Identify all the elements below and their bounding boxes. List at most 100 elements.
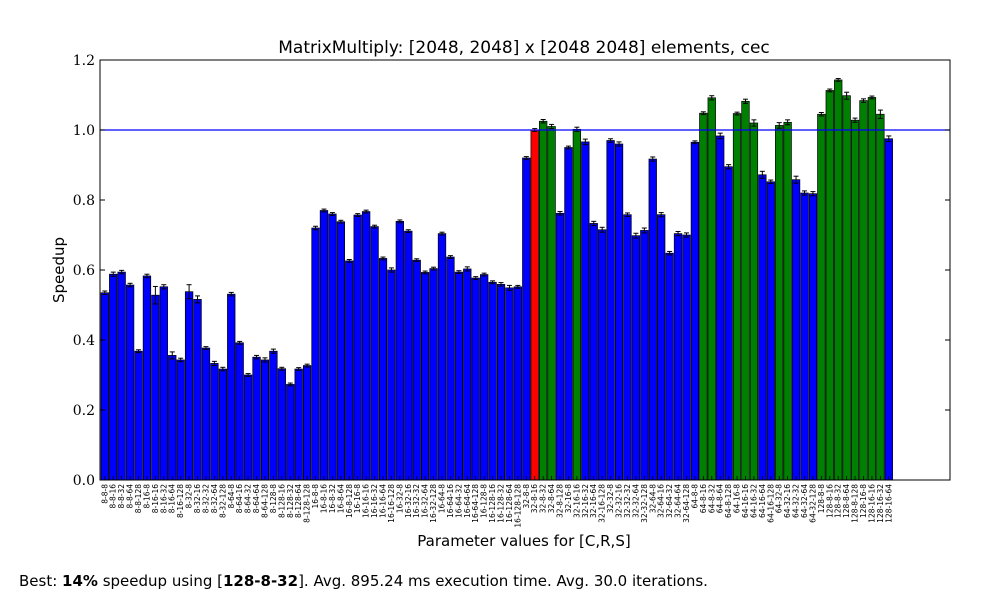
bar-32-32-32 xyxy=(623,214,632,481)
x-tick-label: 8-64-64 xyxy=(252,484,261,513)
bar-32-64-32 xyxy=(665,252,674,481)
bar-8-32-16 xyxy=(193,299,202,481)
x-tick-label: 32-32-32 xyxy=(623,484,632,518)
error-bar-8-32-8 xyxy=(186,284,192,300)
bar-64-8-128 xyxy=(724,166,733,481)
bar-32-32-64 xyxy=(631,235,641,481)
x-tick-label: 64-8-16 xyxy=(699,484,708,513)
x-tick-label: 8-8-8 xyxy=(100,484,109,504)
error-bar-8-16-128 xyxy=(178,357,184,363)
error-bar-128-8-32 xyxy=(835,78,841,82)
x-tick-label: 16-16-128 xyxy=(387,484,396,523)
x-tick-label: 8-16-32 xyxy=(159,484,168,513)
error-bar-32-16-16 xyxy=(574,126,580,132)
error-bar-8-16-64 xyxy=(169,351,175,360)
bar-32-64-16 xyxy=(657,214,666,481)
error-bar-64-32-16 xyxy=(785,119,791,126)
x-tick-label: 16-16-32 xyxy=(370,484,379,518)
x-tick-label: 8-32-64 xyxy=(210,484,219,513)
error-bar-16-16-32 xyxy=(372,224,378,229)
bar-32-64-128 xyxy=(682,234,691,481)
x-tick-label: 16-128-8 xyxy=(480,484,489,518)
error-bar-16-8-128 xyxy=(346,259,352,263)
bar-8-64-16 xyxy=(235,342,244,481)
bar-32-16-32 xyxy=(581,141,590,481)
x-tick-label: 8-16-128 xyxy=(176,484,185,518)
bar-16-64-64 xyxy=(463,268,472,481)
bar-32-32-16 xyxy=(614,143,624,481)
error-bar-64-32-8 xyxy=(776,122,782,129)
error-bar-64-16-32 xyxy=(751,119,757,127)
error-bar-64-32-32 xyxy=(793,175,799,184)
bar-8-32-64 xyxy=(210,363,219,481)
bar-8-8-32 xyxy=(117,271,126,481)
error-bar-64-8-128 xyxy=(726,164,732,170)
x-tick-label: 16-128-64 xyxy=(505,484,514,523)
x-tick-label: 32-64-8 xyxy=(648,484,657,513)
bar-16-8-64 xyxy=(336,221,345,481)
bar-16-128-16 xyxy=(488,281,497,481)
bar-64-8-32 xyxy=(707,97,716,481)
error-bar-8-64-16 xyxy=(237,340,243,345)
x-tick-label: 16-64-32 xyxy=(454,484,463,518)
caption-suffix: ]. Avg. 895.24 ms execution time. Avg. 3… xyxy=(298,572,708,590)
bar-32-8-16 xyxy=(530,129,539,481)
bar-8-8-128 xyxy=(134,350,143,481)
x-tick-label: 64-16-16 xyxy=(741,484,750,518)
bar-128-8-8 xyxy=(817,113,826,481)
bar-32-64-8 xyxy=(648,158,657,481)
error-bar-64-16-16 xyxy=(742,98,748,104)
error-bar-8-32-128 xyxy=(220,366,226,372)
y-tick-label: 0.4 xyxy=(73,333,95,349)
x-tick-label: 32-16-64 xyxy=(589,484,598,518)
x-tick-label: 8-8-32 xyxy=(117,484,126,509)
bar-64-32-128 xyxy=(808,193,818,481)
error-bar-32-16-8 xyxy=(565,145,571,150)
bar-8-8-8 xyxy=(100,292,109,481)
x-tick-label: 32-16-128 xyxy=(598,484,607,523)
x-tick-label: 128-8-16 xyxy=(825,484,834,518)
error-bar-128-16-64 xyxy=(886,135,892,143)
error-bar-8-64-8 xyxy=(228,291,234,297)
caption-percent: 14% xyxy=(62,572,98,590)
x-tick-label: 8-16-16 xyxy=(151,484,160,513)
x-tick-label: 64-16-8 xyxy=(733,484,742,513)
x-tick-label: 16-64-128 xyxy=(471,484,480,523)
bar-64-16-8 xyxy=(732,113,742,481)
bar-32-8-8 xyxy=(522,157,531,481)
bar-8-128-16 xyxy=(277,368,286,481)
x-tick-label: 16-128-128 xyxy=(513,484,522,528)
bar-16-32-16 xyxy=(404,230,413,481)
bar-16-32-64 xyxy=(420,272,430,481)
bar-128-8-16 xyxy=(825,90,834,481)
x-tick-label: 32-32-64 xyxy=(631,484,640,518)
bar-64-8-8 xyxy=(690,141,700,481)
bar-32-8-64 xyxy=(547,126,556,481)
x-tick-label: 8-64-16 xyxy=(235,484,244,513)
bar-16-8-8 xyxy=(311,227,320,481)
bar-16-8-16 xyxy=(319,210,329,481)
error-bar-16-64-8 xyxy=(439,231,445,236)
x-tick-label: 8-8-64 xyxy=(126,484,135,509)
x-tick-label: 32-16-8 xyxy=(564,484,573,513)
bar-16-128-128 xyxy=(513,286,523,481)
x-tick-label: 16-8-32 xyxy=(328,484,337,513)
error-bar-16-128-64 xyxy=(506,284,512,291)
bar-64-16-128 xyxy=(766,181,775,481)
bar-128-8-32 xyxy=(834,79,843,481)
bar-32-32-128 xyxy=(640,230,649,481)
error-bar-8-32-64 xyxy=(211,360,217,367)
bar-8-128-8 xyxy=(269,350,278,481)
bar-32-32-8 xyxy=(606,140,615,481)
x-tick-label: 8-8-16 xyxy=(109,484,118,509)
x-tick-label: 8-128-32 xyxy=(286,484,295,518)
error-bar-128-8-64 xyxy=(844,91,850,100)
x-tick-label: 32-8-64 xyxy=(547,484,556,513)
x-tick-label: 16-16-8 xyxy=(353,484,362,513)
error-bar-8-8-8 xyxy=(102,290,108,295)
bar-8-128-128 xyxy=(302,365,312,481)
bar-32-8-32 xyxy=(539,120,548,481)
bar-32-8-128 xyxy=(555,212,565,481)
x-tick-label: 64-32-16 xyxy=(783,484,792,518)
error-bars xyxy=(102,78,892,387)
